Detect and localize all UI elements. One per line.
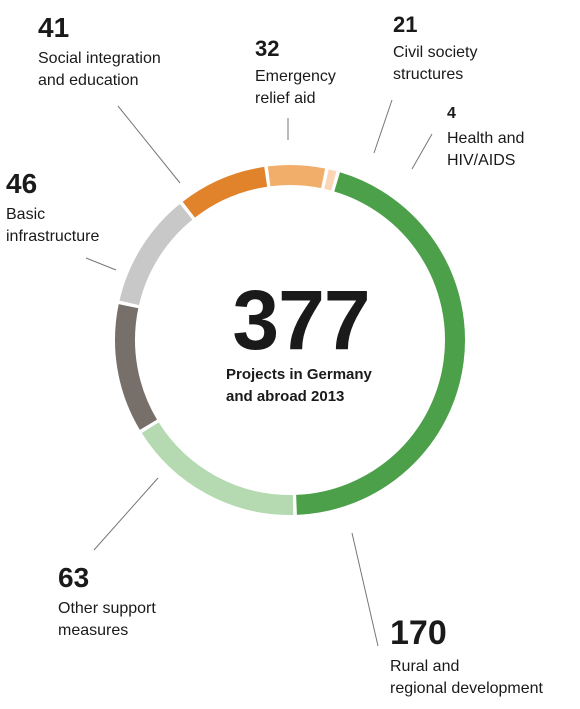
label-rural-development: 170 Rural and regional development (390, 616, 543, 700)
caption-emergency-relief: Emergency relief aid (255, 68, 336, 107)
caption-health: Health and HIV/AIDS (447, 130, 525, 169)
leader-line (93, 477, 159, 551)
value-emergency-relief: 32 (255, 36, 280, 61)
total-projects-value: 377 (232, 273, 370, 367)
leader-line (117, 105, 181, 184)
slice-other-support-measures (141, 422, 294, 515)
slice-emergency-relief-aid (182, 166, 268, 218)
label-social-integration: 41 Social integration and education (38, 14, 161, 92)
label-civil-society: 21 Civil society structures (393, 14, 477, 86)
value-social-integration: 41 (38, 12, 70, 43)
leader-line (351, 532, 379, 647)
value-health: 4 (447, 105, 456, 122)
value-other-support: 63 (58, 562, 90, 593)
leader-line (85, 257, 117, 271)
value-rural-development: 170 (390, 614, 447, 652)
slice-rural-and-regional-development (296, 172, 465, 515)
caption-rural-development: Rural and regional development (390, 658, 543, 697)
slice-basic-infrastructure (115, 304, 158, 430)
slice-social-integration-and-education (119, 204, 193, 306)
leader-line (411, 133, 433, 170)
label-other-support: 63 Other support measures (58, 564, 156, 642)
label-emergency-relief: 32 Emergency relief aid (255, 38, 336, 110)
slice-civil-society-structures (267, 165, 326, 189)
total-projects-caption: Projects in Germany and abroad 2013 (226, 366, 372, 405)
caption-other-support: Other support measures (58, 600, 156, 639)
caption-basic-infrastructure: Basic infrastructure (6, 206, 100, 245)
label-health: 4 Health and HIV/AIDS (447, 106, 524, 172)
value-civil-society: 21 (393, 12, 418, 37)
value-basic-infrastructure: 46 (6, 168, 38, 199)
leader-line (373, 99, 393, 154)
slice-health-and-hiv-aids (324, 169, 337, 191)
caption-civil-society: Civil society structures (393, 44, 478, 83)
caption-social-integration: Social integration and education (38, 50, 161, 89)
label-basic-infrastructure: 46 Basic infrastructure (6, 170, 99, 248)
